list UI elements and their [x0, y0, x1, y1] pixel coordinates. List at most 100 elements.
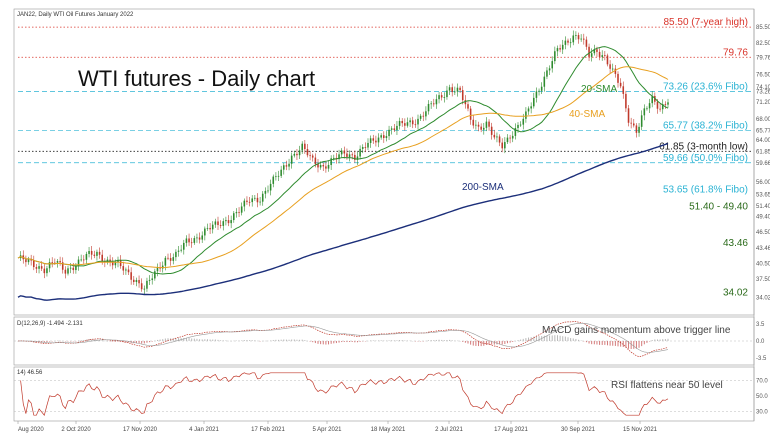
candle [419, 113, 422, 122]
macd-group [17, 321, 669, 357]
candle [248, 197, 251, 207]
candle [493, 129, 496, 140]
candle [193, 235, 196, 245]
candle [27, 256, 30, 265]
level-label: 51.40 - 49.40 [689, 201, 748, 212]
price-tick-label: 43.46 [756, 246, 770, 252]
date-tick-label: 18 May 2021 [371, 427, 406, 433]
candle [146, 277, 148, 292]
price-tick-label: 64.00 [756, 138, 770, 144]
candle [451, 83, 453, 97]
macd-bar [341, 341, 343, 343]
level-label: 43.46 [723, 238, 748, 249]
candle [433, 98, 435, 107]
macd-bar [275, 339, 277, 341]
macd-bar [41, 341, 43, 343]
macd-bar [246, 340, 248, 341]
candle [417, 114, 419, 130]
macd-bar [504, 341, 506, 345]
macd-bar [178, 338, 180, 341]
candle [272, 174, 275, 188]
candle [572, 30, 575, 46]
macd-bar [85, 339, 87, 341]
chart-title: WTI futures - Daily chart [78, 66, 315, 91]
macd-bar [93, 339, 95, 341]
candle [59, 256, 61, 266]
candle [633, 119, 635, 128]
macd-bar [199, 339, 201, 341]
candle [46, 265, 48, 277]
candle [527, 106, 530, 115]
candle [122, 261, 125, 275]
macd-bar [564, 336, 566, 341]
macd-bar [604, 341, 606, 345]
macd-bar [206, 339, 208, 341]
candle [648, 98, 651, 113]
candle [264, 187, 267, 199]
candle [33, 255, 35, 271]
candle [304, 140, 306, 154]
macd-bar [296, 339, 298, 341]
date-tick-label: 15 Nov 2021 [623, 427, 658, 433]
price-tick-label: 76.50 [756, 72, 770, 78]
macd-bar [654, 339, 656, 341]
candle [477, 121, 480, 132]
date-tick-label: 17 Feb 2021 [251, 427, 285, 433]
macd-bar [556, 335, 558, 341]
candle [601, 50, 603, 61]
candle [540, 82, 543, 95]
macd-bar [393, 340, 395, 341]
candle [133, 275, 135, 285]
price-tick-label: 49.40 [756, 215, 770, 221]
candle [375, 135, 377, 147]
macd-bar [388, 340, 390, 341]
macd-bar [638, 341, 640, 348]
candle [519, 121, 522, 127]
macd-bar [333, 341, 335, 344]
price-panel-frame [13, 8, 755, 316]
macd-bar [656, 339, 658, 341]
macd-bar [91, 339, 93, 341]
date-tick-label: 17 Aug 2021 [494, 427, 528, 433]
candle [490, 122, 493, 140]
candle [38, 262, 40, 274]
macd-bar [520, 339, 522, 341]
macd-bar [46, 341, 48, 343]
macd-bar [578, 339, 580, 341]
macd-bar [383, 340, 385, 341]
candle [514, 123, 517, 140]
candle [638, 122, 640, 137]
candle [498, 134, 501, 147]
candle [361, 144, 364, 154]
candle [243, 198, 246, 212]
macd-bar [322, 341, 324, 345]
macd-bar [380, 340, 382, 341]
candle [143, 285, 146, 295]
macd-bar [217, 339, 219, 341]
candle [198, 232, 201, 244]
macd-bar [88, 339, 90, 341]
macd-bar [522, 338, 524, 341]
candle [348, 150, 351, 162]
candle [446, 85, 448, 100]
candle [472, 115, 475, 129]
macd-bar [601, 341, 603, 345]
candle [367, 138, 369, 151]
candle [622, 81, 625, 99]
candle [530, 102, 532, 114]
candle [88, 247, 90, 258]
macd-bar [612, 341, 614, 346]
macd-bar [496, 341, 498, 345]
macd-bar [254, 340, 256, 341]
sma-group [17, 46, 669, 301]
date-tick-label: 5 Apr 2021 [312, 427, 342, 433]
macd-bar [338, 341, 340, 343]
candle [235, 208, 238, 218]
sma-line-1 [17, 66, 669, 269]
macd-bar [204, 339, 206, 341]
macd-bar [651, 340, 653, 341]
price-tick-label: 40.50 [756, 261, 770, 267]
macd-bar [346, 341, 348, 343]
candle [98, 247, 101, 259]
price-tick-label: 71.20 [756, 100, 770, 106]
